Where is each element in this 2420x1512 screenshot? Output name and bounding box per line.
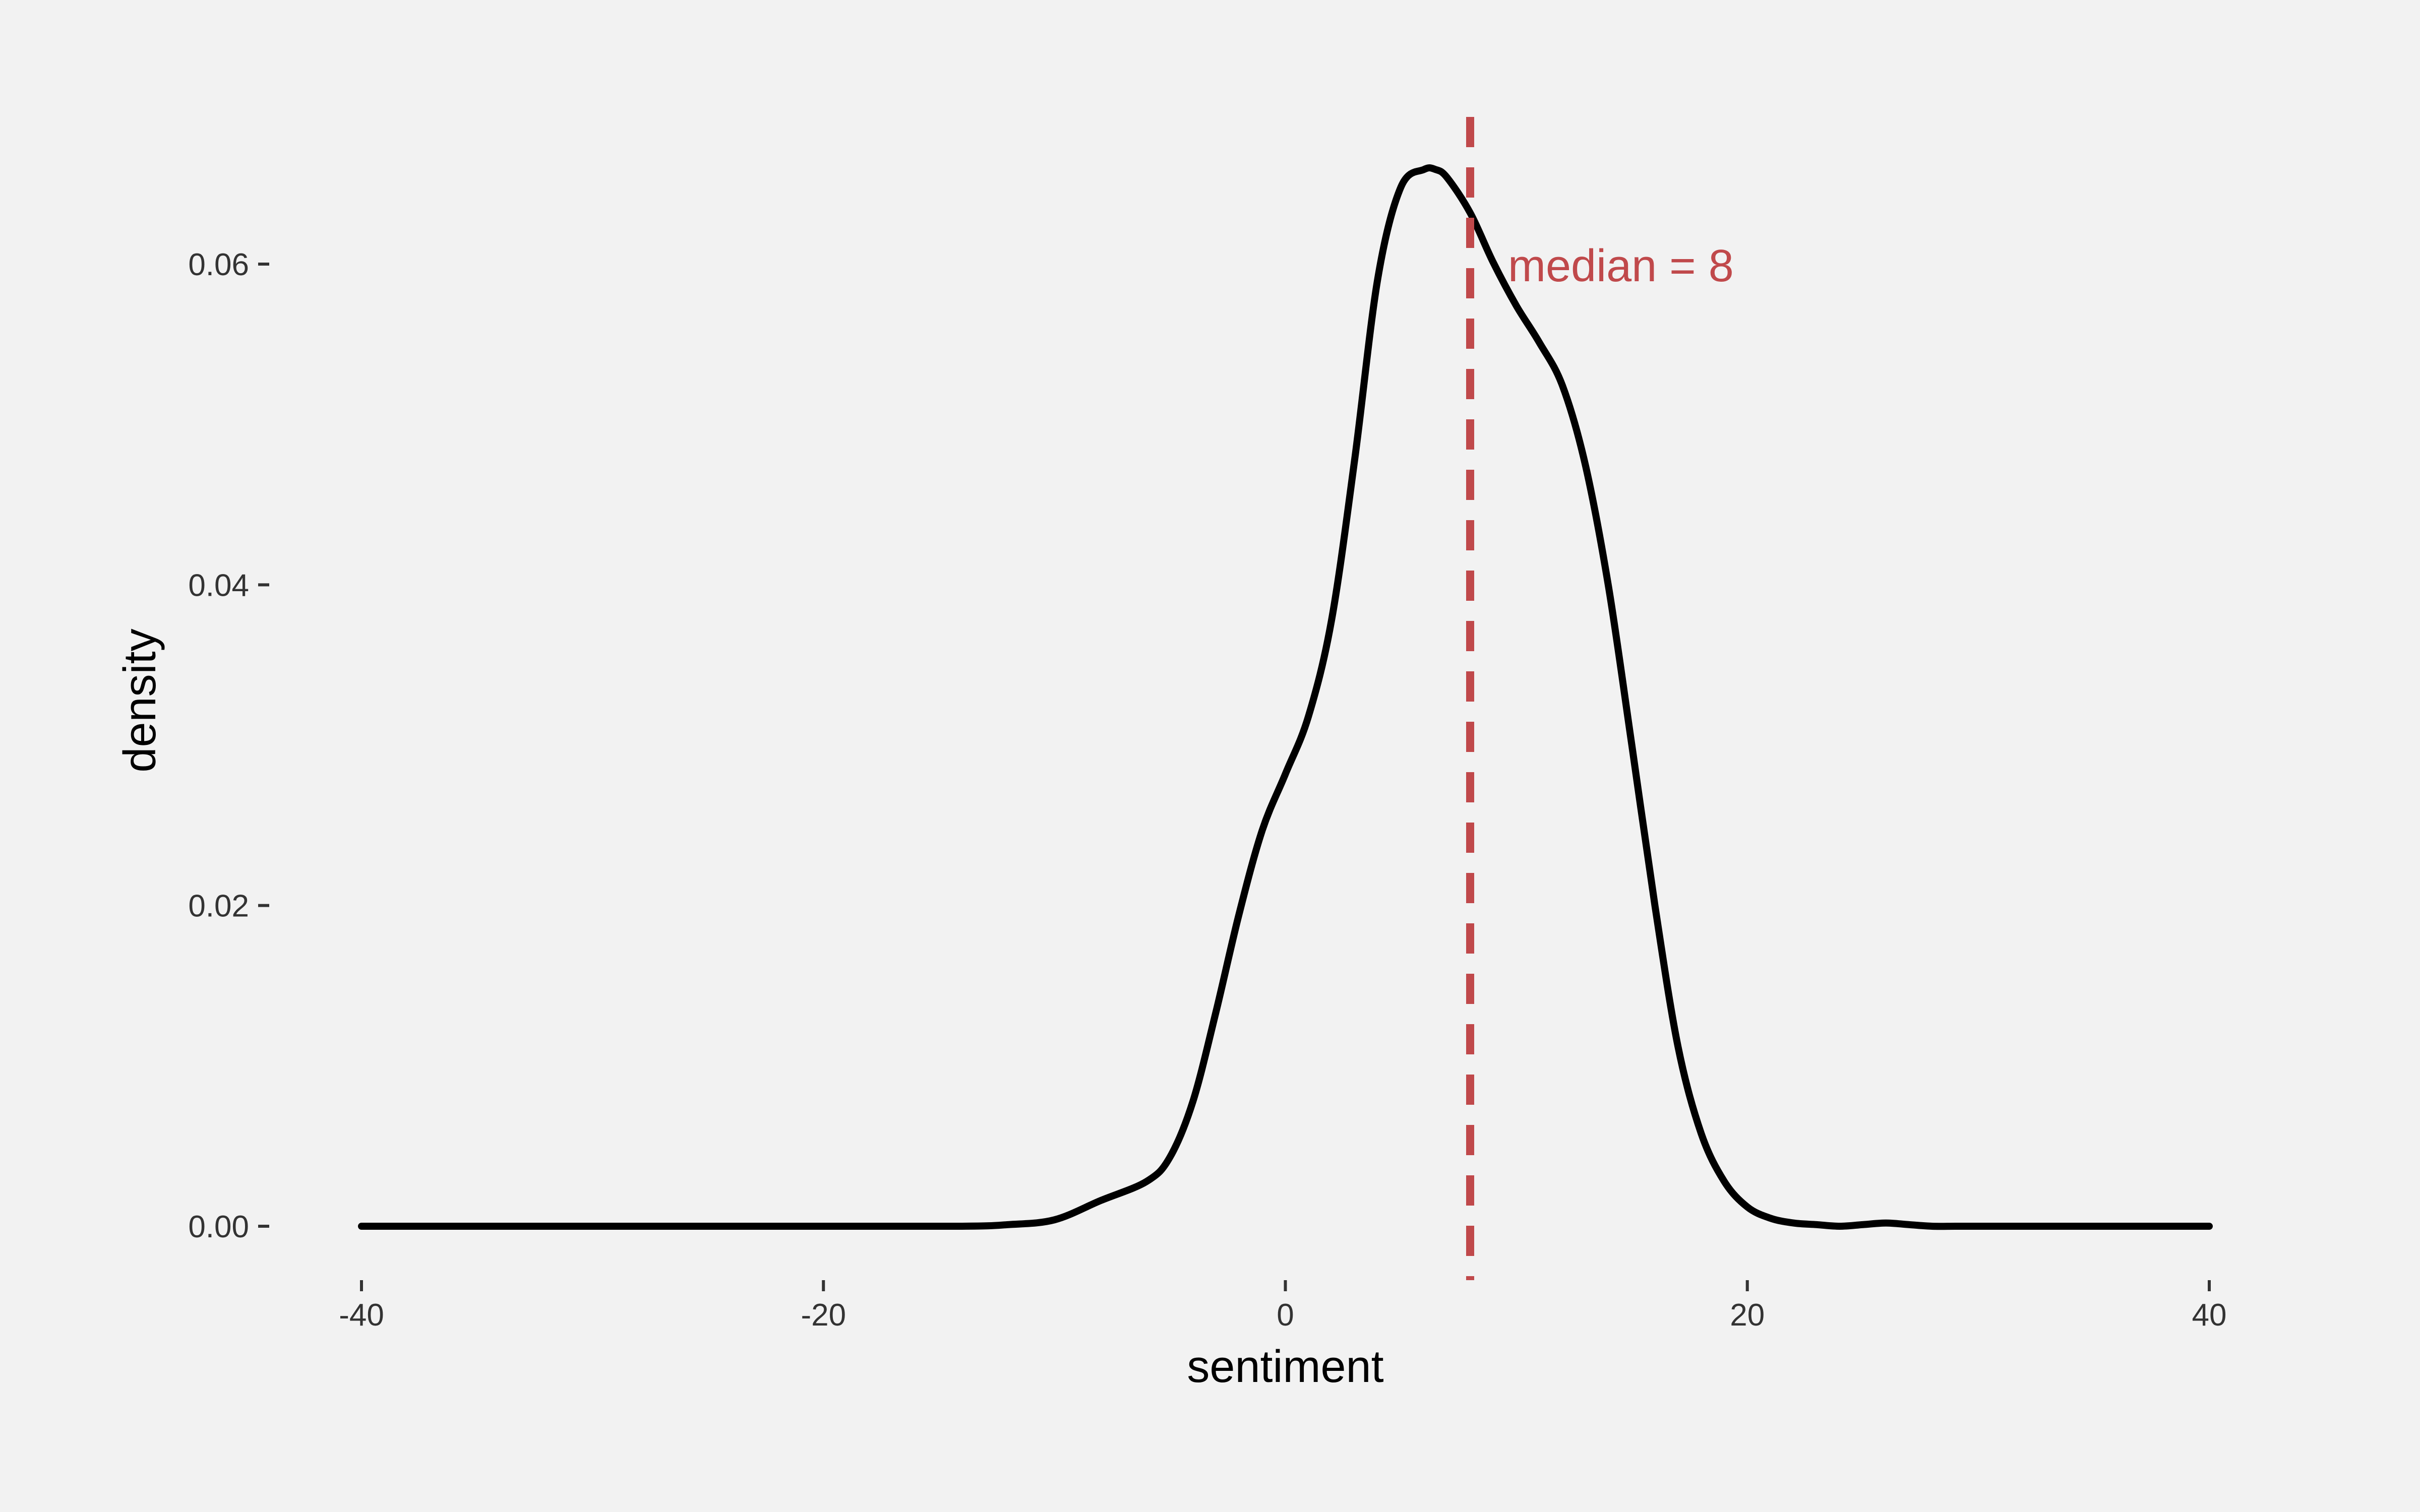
- x-tick-label: -20: [801, 1298, 846, 1333]
- x-axis-title: sentiment: [1187, 1342, 1383, 1392]
- x-tick-label: 20: [1730, 1298, 1765, 1333]
- median-annotation: median = 8: [1508, 241, 1734, 291]
- y-tick-label: 0.00: [188, 1210, 249, 1244]
- y-tick-label: 0.04: [188, 568, 249, 603]
- x-tick-label: 40: [2192, 1298, 2227, 1333]
- y-axis: 0.00 0.02 0.04 0.06: [188, 247, 269, 1244]
- y-tick-label: 0.06: [188, 247, 249, 282]
- density-curve: [358, 164, 2213, 1230]
- y-axis-title: density: [115, 628, 165, 772]
- x-tick-label: 0: [1277, 1298, 1294, 1333]
- x-axis: -40 -20 0 20 40: [339, 1280, 2226, 1333]
- x-tick-label: -40: [339, 1298, 384, 1333]
- y-tick-label: 0.02: [188, 889, 249, 924]
